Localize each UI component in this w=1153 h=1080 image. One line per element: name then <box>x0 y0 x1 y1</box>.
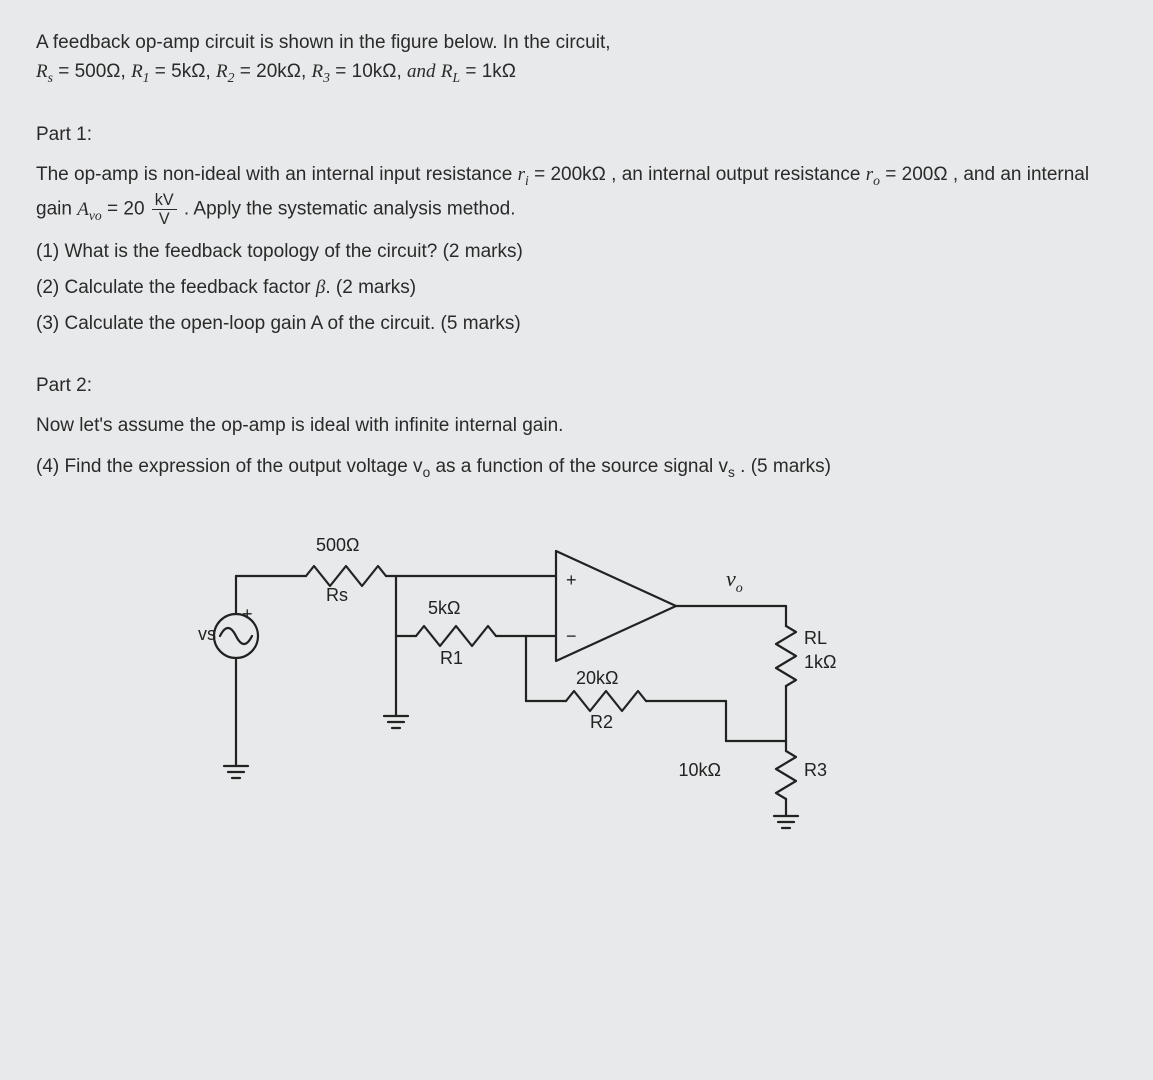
ri-sym: ri <box>518 164 529 185</box>
R2-val-label: 20kΩ <box>576 668 618 688</box>
ri-val: 200kΩ <box>550 164 605 185</box>
Rs-sym: Rs <box>36 61 53 82</box>
R1-sym: R1 <box>131 61 149 82</box>
plus-label: + <box>566 570 577 590</box>
kv-over-v: kV V <box>152 192 177 227</box>
R3-val: 10kΩ, <box>352 61 402 82</box>
part1-heading: Part 1: <box>36 124 1117 146</box>
part2-para: Now let's assume the op-amp is ideal wit… <box>36 411 1117 441</box>
svg-text:+: + <box>242 604 253 624</box>
Rs-val: 500Ω, <box>75 61 126 82</box>
circuit-diagram: vs + 500Ω Rs 5kΩ R1 <box>186 516 906 836</box>
question-1: (1) What is the feedback topology of the… <box>36 241 1117 263</box>
circuit-svg: vs + 500Ω Rs 5kΩ R1 <box>186 516 906 836</box>
R2-label: R2 <box>590 712 613 732</box>
vs-label: vs <box>198 624 216 644</box>
R1-label: R1 <box>440 648 463 668</box>
RL-label: RL <box>804 628 827 648</box>
R3-val-label: 10kΩ <box>679 760 721 780</box>
Vo-label: vo <box>726 566 743 596</box>
Rs-label: Rs <box>326 585 348 605</box>
question-4: (4) Find the expression of the output vo… <box>36 456 1117 480</box>
part1-para: The op-amp is non-ideal with an internal… <box>36 160 1117 227</box>
Avo-sym: Avo <box>77 199 102 220</box>
R2-sym: R2 <box>216 61 234 82</box>
problem-page: A feedback op-amp circuit is shown in th… <box>0 0 1153 864</box>
Avo-val: 20 <box>123 199 144 220</box>
R3-label: R3 <box>804 760 827 780</box>
minus-label: − <box>566 626 577 646</box>
ro-val: 200Ω <box>902 164 948 185</box>
question-2: (2) Calculate the feedback factor β. (2 … <box>36 277 1117 299</box>
intro-block: A feedback op-amp circuit is shown in th… <box>36 28 1117 88</box>
R3-sym: R3 <box>312 61 330 82</box>
intro-and: and <box>407 61 436 82</box>
R1-val: 5kΩ, <box>171 61 211 82</box>
R2-val: 20kΩ, <box>256 61 306 82</box>
RL-val: 1kΩ <box>482 61 516 82</box>
RL-sym: RL <box>441 61 460 82</box>
intro-line1: A feedback op-amp circuit is shown in th… <box>36 32 611 53</box>
part2-heading: Part 2: <box>36 375 1117 397</box>
question-3: (3) Calculate the open-loop gain A of th… <box>36 313 1117 335</box>
R1-val-label: 5kΩ <box>428 598 460 618</box>
Rs-val-label: 500Ω <box>316 535 360 555</box>
RL-val-label: 1kΩ <box>804 652 836 672</box>
ro-sym: ro <box>866 164 880 185</box>
